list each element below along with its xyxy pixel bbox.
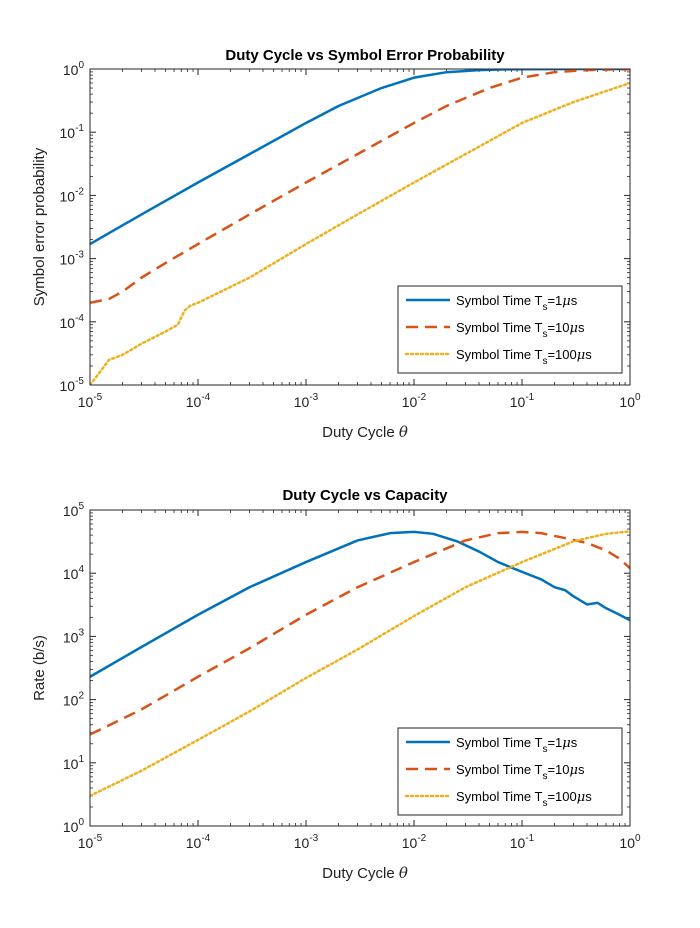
x-tick-label: 10-5 [78, 833, 103, 851]
series-line-1 [90, 530, 630, 736]
chart-title: Duty Cycle vs Symbol Error Probability [225, 47, 505, 64]
x-tick-label: 100 [619, 833, 641, 851]
x-tick-label: 10-2 [402, 833, 427, 851]
axes-frame [89, 68, 631, 386]
x-tick-label: 100 [619, 392, 641, 410]
chart-capacity: 10-5 10-4 10-3 10-2 10-1 100 100 101 102 103 104 10… [31, 487, 641, 882]
y-tick-label: 100 [63, 817, 85, 835]
series-line-2 [90, 81, 630, 385]
y-tick-label: 10-3 [60, 250, 85, 268]
y-tick-label: 100 [63, 60, 85, 78]
y-tick-label: 105 [63, 501, 85, 519]
legend: Symbol Time Ts=1μs Symbol Time Ts=10μs Sym… [397, 727, 623, 816]
chart-title: Duty Cycle vs Capacity [282, 487, 448, 504]
y-tick-label: 101 [63, 754, 85, 772]
legend-entry-1: Symbol Time Ts=10μs [456, 320, 585, 340]
x-axis-label: Duty Cycle θ [322, 864, 408, 882]
y-tick-label: 10-4 [60, 313, 85, 331]
y-tick-label: 102 [63, 691, 85, 709]
legend-entry-2: Symbol Time Ts=100μs [456, 347, 592, 367]
y-tick-label: 103 [63, 627, 85, 645]
x-tick-label: 10-3 [294, 833, 319, 851]
legend: Symbol Time Ts=1μs Symbol Time Ts=10μs Sym… [397, 285, 623, 374]
y-tick-label: 104 [63, 564, 85, 582]
series-line-1 [90, 69, 630, 304]
axes-frame [89, 509, 631, 827]
x-tick-label: 10-2 [402, 392, 427, 410]
x-tick-label: 10-4 [186, 392, 211, 410]
x-axis-label: Duty Cycle θ [322, 423, 408, 441]
x-tick-label: 10-1 [510, 833, 535, 851]
y-axis-label: Rate (b/s) [31, 635, 48, 701]
x-tick-label: 10-1 [510, 392, 535, 410]
y-tick-label: 10-2 [60, 186, 85, 204]
series-line-2 [90, 530, 630, 798]
series-line-0 [90, 530, 630, 678]
legend-entry-2: Symbol Time Ts=100μs [456, 789, 592, 809]
x-tick-label: 10-3 [294, 392, 319, 410]
legend-entry-1: Symbol Time Ts=10μs [456, 762, 585, 782]
x-tick-label: 10-4 [186, 833, 211, 851]
y-axis-label: Symbol error probability [31, 147, 48, 306]
y-tick-label: 10-1 [60, 123, 85, 141]
legend-entry-0: Symbol Time Ts=1μs [456, 293, 578, 313]
legend-entry-0: Symbol Time Ts=1μs [456, 735, 578, 755]
y-tick-label: 10-5 [60, 376, 85, 394]
x-tick-label: 10-5 [78, 392, 103, 410]
chart-symbol-error-probability: 10-5 10-4 10-3 10-2 10-1 100 10-5 10-4 10-3 10-2 1… [31, 47, 641, 441]
